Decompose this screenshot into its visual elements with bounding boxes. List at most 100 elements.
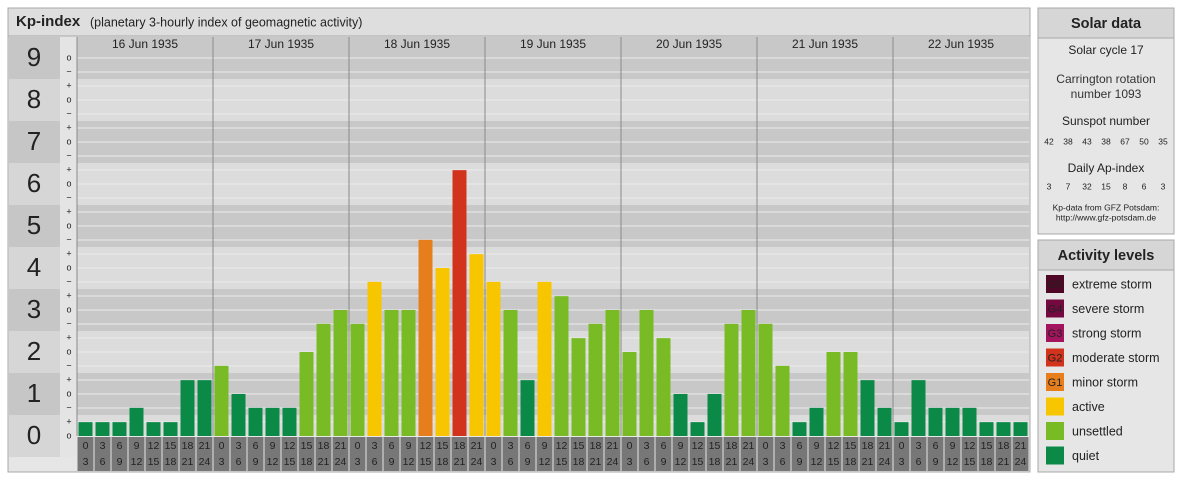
time-box: [145, 437, 162, 471]
time-end: 18: [437, 456, 449, 468]
y-sub-zero: o: [66, 304, 71, 314]
time-box: [961, 437, 978, 471]
y-sub-zero: o: [66, 388, 71, 398]
solar-cycle: Solar cycle 17: [1068, 43, 1144, 57]
time-start: 3: [916, 440, 922, 452]
y-tick-label: 8: [27, 84, 41, 114]
bar: [996, 422, 1011, 436]
time-start: 15: [981, 440, 993, 452]
y-sub-minus: −: [66, 234, 71, 244]
time-end: 21: [454, 456, 466, 468]
y-band-label-bg: [9, 37, 60, 79]
y-tick-label: 0: [27, 420, 41, 450]
bar: [945, 407, 960, 436]
y-band-label-bg: [9, 415, 60, 457]
time-box: [689, 437, 706, 471]
solar-value: 3: [1047, 181, 1052, 191]
time-box: [638, 437, 655, 471]
time-end: 6: [916, 456, 922, 468]
bar: [928, 407, 943, 436]
bar: [78, 422, 93, 436]
time-end: 3: [219, 456, 225, 468]
time-end: 21: [862, 456, 874, 468]
ap-title: Daily Ap-index: [1068, 161, 1145, 175]
y-tick-label: 7: [27, 126, 41, 156]
time-end: 3: [627, 456, 633, 468]
day-label: 17 Jun 1935: [248, 37, 314, 51]
bar: [809, 407, 824, 436]
legend-swatch: [1046, 348, 1064, 367]
bar: [894, 422, 909, 436]
time-box: [417, 437, 434, 471]
bar: [299, 352, 314, 436]
time-start: 3: [780, 440, 786, 452]
time-box: [400, 437, 417, 471]
time-box: [978, 437, 995, 471]
solar-value: 15: [1101, 181, 1111, 191]
y-tick-label: 2: [27, 336, 41, 366]
time-start: 3: [508, 440, 514, 452]
legend-label: minor storm: [1072, 375, 1138, 389]
legend-badge: G2: [1048, 352, 1063, 364]
time-end: 9: [661, 456, 667, 468]
bar: [537, 281, 552, 436]
solar-value: 8: [1123, 181, 1128, 191]
time-end: 24: [607, 456, 619, 468]
legend-swatch: [1046, 422, 1064, 440]
time-start: 15: [165, 440, 177, 452]
time-end: 24: [471, 456, 483, 468]
time-start: 6: [661, 440, 667, 452]
time-end: 3: [899, 456, 905, 468]
time-start: 21: [335, 440, 347, 452]
bar: [520, 380, 535, 436]
day-label: 16 Jun 1935: [112, 37, 178, 51]
time-end: 6: [236, 456, 242, 468]
time-start: 9: [814, 440, 820, 452]
chart-title: Kp-index: [16, 13, 81, 30]
time-box: [655, 437, 672, 471]
chart-header: [7, 7, 1031, 37]
time-box: [298, 437, 315, 471]
time-box: [553, 437, 570, 471]
y-sub-plus: +: [66, 374, 71, 384]
time-box: [434, 437, 451, 471]
solar-value: 43: [1082, 136, 1092, 146]
time-box: [485, 437, 502, 471]
time-box: [672, 437, 689, 471]
y-sub-bg: [60, 331, 77, 373]
y-sub-plus: +: [66, 164, 71, 174]
time-end: 3: [491, 456, 497, 468]
time-end: 3: [763, 456, 769, 468]
time-end: 6: [508, 456, 514, 468]
time-end: 9: [933, 456, 939, 468]
legend-swatch: [1046, 299, 1064, 318]
time-box: [859, 437, 876, 471]
y-band-label-bg: [9, 289, 60, 331]
legend-swatch: [1046, 446, 1064, 465]
solar-value: 3: [1161, 181, 1166, 191]
time-end: 15: [556, 456, 568, 468]
time-end: 9: [525, 456, 531, 468]
time-start: 15: [573, 440, 585, 452]
legend-label: extreme storm: [1072, 277, 1152, 291]
time-box: [621, 437, 638, 471]
bar: [724, 323, 739, 436]
time-start: 0: [627, 440, 633, 452]
time-end: 18: [845, 456, 857, 468]
time-end: 12: [131, 456, 143, 468]
y-band-label-bg: [9, 205, 60, 247]
time-start: 12: [284, 440, 296, 452]
time-box: [910, 437, 927, 471]
bar: [248, 407, 263, 436]
carrington: Carrington rotation number 1093: [1056, 72, 1156, 101]
time-end: 18: [709, 456, 721, 468]
time-box: [111, 437, 128, 471]
time-start: 18: [862, 440, 874, 452]
time-start: 15: [301, 440, 313, 452]
time-end: 9: [797, 456, 803, 468]
time-box: [893, 437, 910, 471]
time-start: 6: [389, 440, 395, 452]
time-start: 12: [148, 440, 160, 452]
